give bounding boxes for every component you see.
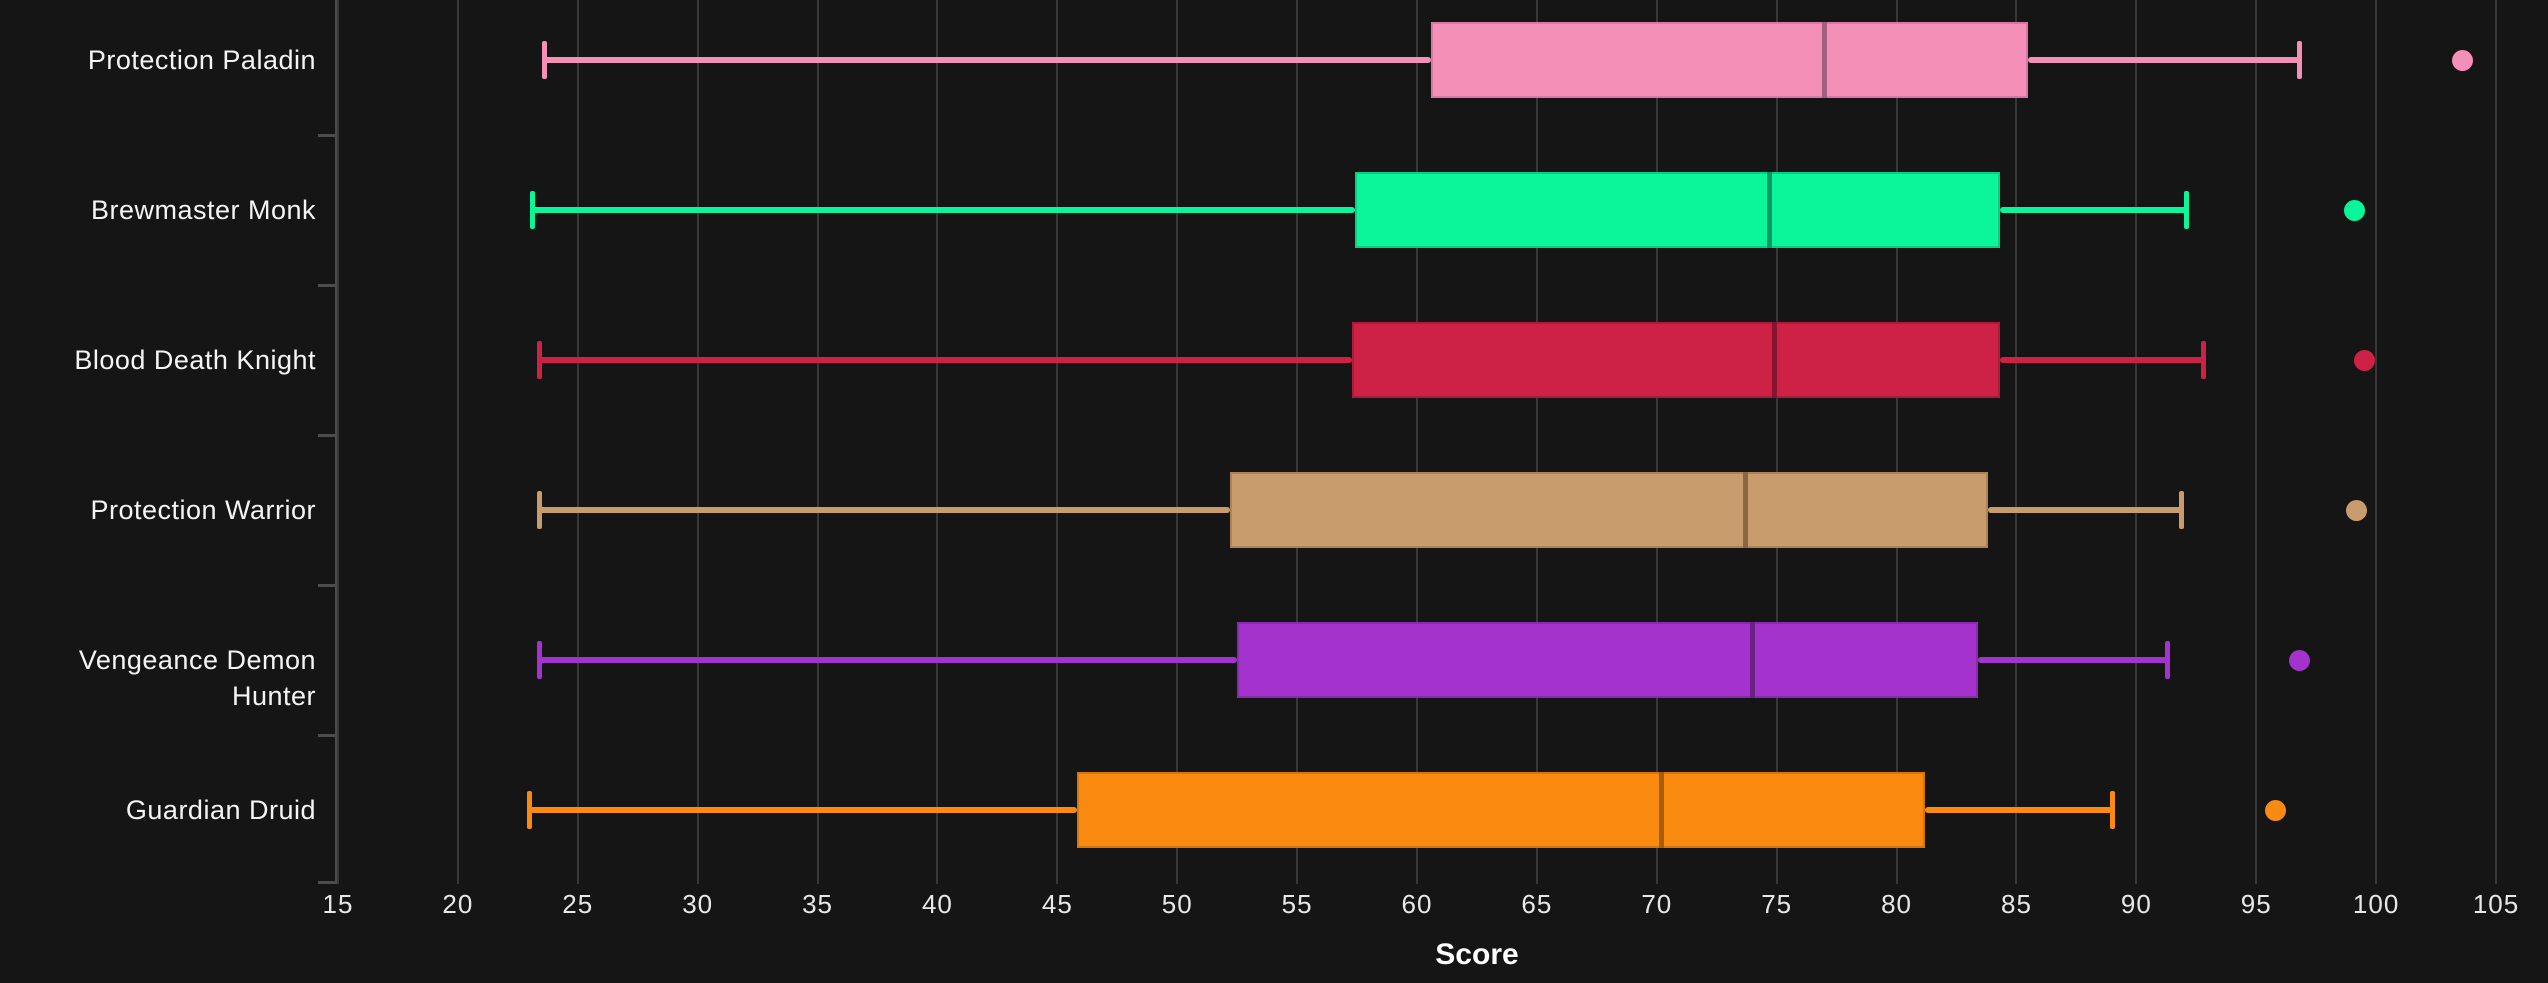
outlier-protection-warrior-0: [2346, 499, 2368, 521]
whisker-cap-min-vengeance-demon-hunter: [536, 641, 542, 679]
x-tick-label-40: 40: [921, 889, 953, 919]
gridline-100: [2375, 0, 2378, 884]
category-label-protection-warrior: Protection Warrior: [90, 495, 316, 525]
x-tick-label-105: 105: [2472, 889, 2520, 919]
whisker-cap-max-protection-paladin: [2296, 41, 2302, 79]
whisker-high-guardian-druid: [1925, 807, 2113, 813]
gridline-45: [1056, 0, 1059, 884]
whisker-cap-max-brewmaster-monk: [2184, 191, 2190, 229]
gridline-70: [1655, 0, 1658, 884]
gridline-75: [1775, 0, 1778, 884]
whisker-cap-min-blood-death-knight: [536, 341, 542, 379]
category-boundary-tick: [318, 134, 335, 137]
box-vengeance-demon-hunter: [1237, 622, 1979, 698]
x-tick-label-100: 100: [2352, 889, 2400, 919]
median-brewmaster-monk: [1766, 172, 1772, 248]
whisker-cap-min-guardian-druid: [527, 791, 533, 829]
whisker-cap-max-blood-death-knight: [2200, 341, 2206, 379]
category-label-vengeance-demon-hunter: Vengeance Demon Hunter: [78, 645, 316, 711]
x-tick-label-55: 55: [1281, 889, 1313, 919]
box-guardian-druid: [1076, 772, 1926, 848]
gridline-80: [1895, 0, 1898, 884]
whisker-high-brewmaster-monk: [1999, 207, 2187, 213]
gridline-95: [2255, 0, 2258, 884]
x-tick-label-35: 35: [802, 889, 833, 919]
category-label-protection-paladin: Protection Paladin: [87, 45, 316, 75]
outlier-vengeance-demon-hunter-0: [2288, 649, 2310, 671]
whisker-cap-max-guardian-druid: [2109, 791, 2115, 829]
category-boundary-tick: [318, 734, 335, 737]
whisker-low-guardian-druid: [529, 807, 1077, 813]
whisker-low-blood-death-knight: [539, 357, 1353, 363]
gridline-90: [2135, 0, 2138, 884]
whisker-high-vengeance-demon-hunter: [1978, 657, 2168, 663]
category-boundary-tick: [318, 584, 335, 587]
gridline-30: [696, 0, 699, 884]
category-boundary-tick: [318, 284, 335, 287]
x-tick-label-50: 50: [1161, 889, 1193, 919]
x-tick-label-25: 25: [562, 889, 594, 919]
whisker-cap-min-brewmaster-monk: [529, 191, 535, 229]
whisker-cap-max-protection-warrior: [2179, 491, 2185, 529]
whisker-high-blood-death-knight: [1999, 357, 2204, 363]
gridline-105: [2495, 0, 2498, 884]
whisker-cap-min-protection-warrior: [536, 491, 542, 529]
y-axis-line: [335, 0, 337, 884]
median-guardian-druid: [1659, 772, 1665, 848]
x-tick-label-95: 95: [2240, 889, 2272, 919]
x-tick-label-45: 45: [1041, 889, 1073, 919]
whisker-cap-max-vengeance-demon-hunter: [2165, 641, 2171, 679]
box-brewmaster-monk: [1354, 172, 2000, 248]
gridline-65: [1535, 0, 1538, 884]
whisker-low-protection-warrior: [539, 507, 1230, 513]
category-axis: Protection Paladin Brewmaster Monk Blood D…: [0, 0, 316, 983]
x-axis-title: Score: [1435, 938, 1519, 971]
box-protection-warrior: [1229, 472, 1988, 548]
x-tick-label-30: 30: [682, 889, 714, 919]
box-blood-death-knight: [1352, 322, 2000, 398]
outlier-brewmaster-monk-0: [2344, 199, 2366, 221]
outlier-guardian-druid-0: [2264, 799, 2286, 821]
x-tick-label-65: 65: [1521, 889, 1553, 919]
x-tick-label-90: 90: [2120, 889, 2152, 919]
gridline-15: [337, 0, 339, 884]
median-protection-paladin: [1822, 22, 1828, 98]
median-blood-death-knight: [1771, 322, 1777, 398]
whisker-cap-min-protection-paladin: [541, 41, 547, 79]
category-label-blood-death-knight: Blood Death Knight: [74, 345, 316, 375]
gridline-85: [2015, 0, 2018, 884]
x-axis-corner-tick: [318, 881, 335, 884]
gridline-35: [816, 0, 819, 884]
x-tick-label-20: 20: [442, 889, 474, 919]
gridline-25: [576, 0, 579, 884]
whisker-low-vengeance-demon-hunter: [539, 657, 1238, 663]
x-tick-label-75: 75: [1761, 889, 1793, 919]
gridline-20: [456, 0, 459, 884]
x-tick-label-60: 60: [1401, 889, 1433, 919]
outlier-blood-death-knight-0: [2353, 349, 2375, 371]
x-tick-label-70: 70: [1641, 889, 1673, 919]
category-label-brewmaster-monk: Brewmaster Monk: [90, 195, 316, 225]
whisker-low-brewmaster-monk: [532, 207, 1355, 213]
gridline-50: [1176, 0, 1179, 884]
category-label-guardian-druid: Guardian Druid: [125, 795, 316, 825]
whisker-high-protection-paladin: [2028, 57, 2300, 63]
x-tick-label-80: 80: [1881, 889, 1913, 919]
x-tick-label-15: 15: [322, 889, 354, 919]
category-boundary-tick: [318, 434, 335, 437]
median-protection-warrior: [1743, 472, 1748, 548]
gridline-40: [936, 0, 939, 884]
box-protection-paladin: [1431, 22, 2029, 98]
outlier-protection-paladin-0: [2451, 49, 2473, 71]
gridline-55: [1296, 0, 1299, 884]
whisker-low-protection-paladin: [544, 57, 1432, 63]
x-tick-label-85: 85: [2000, 889, 2032, 919]
whisker-high-protection-warrior: [1987, 507, 2182, 513]
gridline-60: [1416, 0, 1418, 884]
median-vengeance-demon-hunter: [1750, 622, 1756, 698]
